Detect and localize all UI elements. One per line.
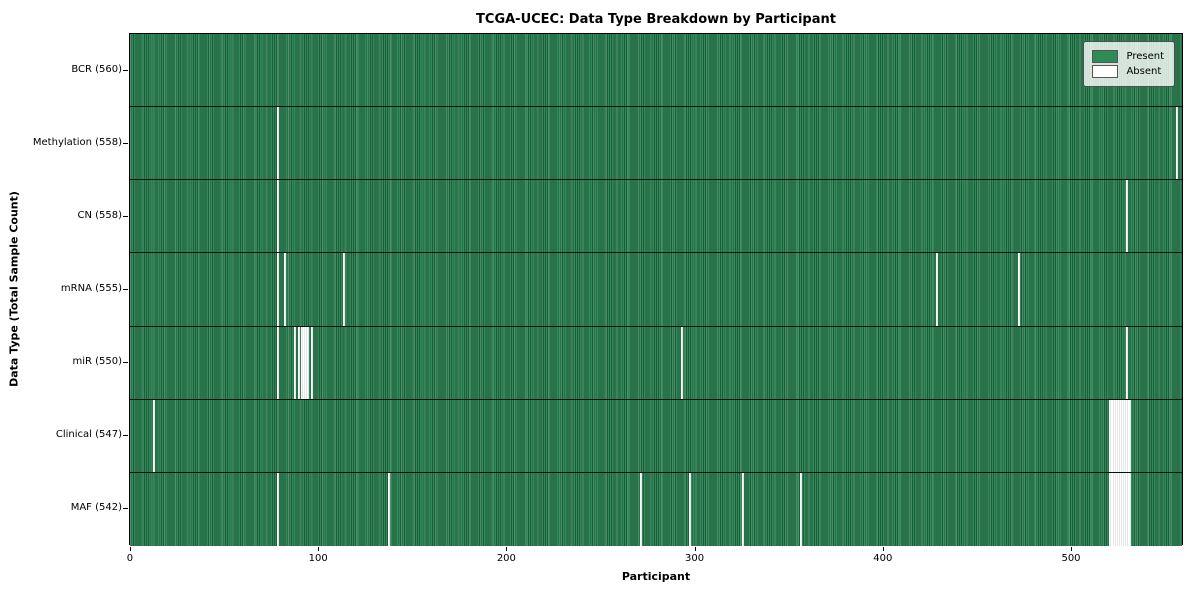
absent-stripe — [310, 326, 313, 399]
x-tick-mark — [318, 547, 320, 551]
absent-stripe — [1108, 472, 1111, 546]
absent-stripe — [276, 253, 279, 326]
absent-stripe — [741, 472, 744, 546]
absent-stripe — [1129, 472, 1132, 546]
x-tick-mark — [694, 547, 696, 551]
absent-stripe — [1120, 472, 1122, 546]
absent-stripe — [1125, 180, 1128, 253]
y-tick-mark — [123, 69, 128, 71]
absent-stripe — [1127, 472, 1130, 546]
y-tick-mark — [123, 508, 128, 510]
y-tick-label-maf: MAF (542) — [70, 502, 122, 514]
x-tick-label: 0 — [126, 553, 134, 564]
legend: Present Absent — [1083, 41, 1175, 87]
absent-stripe — [1112, 472, 1115, 546]
absent-stripe — [276, 472, 279, 546]
x-tick-label: 400 — [873, 553, 893, 564]
absent-stripe — [1125, 326, 1128, 399]
absent-stripe — [1125, 472, 1128, 546]
heatmap-row-bcr — [130, 34, 1182, 108]
absent-stripe — [284, 253, 287, 326]
x-tick-label: 100 — [308, 553, 328, 564]
absent-stripe — [1110, 399, 1113, 472]
legend-label-absent: Absent — [1126, 66, 1162, 77]
x-tick-label: 300 — [685, 553, 705, 564]
absent-stripe — [297, 326, 300, 399]
absent-stripe — [276, 326, 279, 399]
x-axis-label: Participant — [621, 570, 691, 583]
legend-label-present: Present — [1126, 51, 1164, 62]
absent-stripe — [276, 107, 279, 180]
y-tick-mark — [123, 215, 128, 217]
heatmap-row-cn — [130, 180, 1182, 254]
absent-stripe — [342, 253, 345, 326]
absent-stripe — [640, 472, 643, 546]
absent-stripe — [1114, 472, 1117, 546]
legend-item-present: Present — [1092, 50, 1164, 63]
y-tick-mark — [123, 362, 128, 364]
absent-stripe — [688, 472, 691, 546]
absent-stripe — [1116, 472, 1119, 546]
y-tick-label-clinical: Clinical (547) — [55, 429, 122, 441]
absent-stripe — [800, 472, 803, 546]
y-tick-label-cn: CN (558) — [77, 209, 122, 221]
y-tick-label-methylation: Methylation (558) — [32, 136, 122, 148]
y-tick-label-mir: miR (550) — [72, 356, 122, 368]
heatmap-row-maf — [130, 472, 1182, 546]
y-tick-mark — [123, 435, 128, 437]
absent-stripe — [1114, 399, 1117, 472]
absent-stripe — [1108, 399, 1111, 472]
absent-stripe — [293, 326, 296, 399]
absent-stripe — [1110, 472, 1113, 546]
absent-stripe — [1116, 399, 1119, 472]
absent-stripe — [152, 399, 155, 472]
absent-stripe — [305, 326, 308, 399]
absent-stripe — [1018, 253, 1021, 326]
absent-stripe — [1121, 399, 1124, 472]
x-tick-label: 200 — [496, 553, 516, 564]
legend-swatch-present — [1092, 50, 1119, 63]
y-tick-mark — [123, 289, 128, 290]
legend-swatch-absent — [1092, 65, 1119, 78]
chart-title: TCGA-UCEC: Data Type Breakdown by Partic… — [476, 12, 836, 27]
x-tick-mark — [1071, 547, 1072, 551]
absent-stripe — [1129, 399, 1132, 472]
heatmap-row-methylation — [130, 107, 1182, 181]
absent-stripe — [1123, 472, 1126, 546]
absent-stripe — [1120, 399, 1122, 472]
absent-stripe — [681, 326, 684, 399]
plot-area: Present Absent — [129, 33, 1183, 546]
x-tick-mark — [506, 547, 508, 551]
heatmap-row-mir — [130, 326, 1182, 400]
absent-stripe — [935, 253, 938, 326]
absent-stripe — [1121, 472, 1124, 546]
y-tick-mark — [123, 142, 128, 144]
absent-stripe — [303, 326, 306, 399]
absent-stripe — [387, 472, 390, 546]
x-tick-label: 500 — [1061, 553, 1081, 564]
absent-stripe — [1112, 399, 1115, 472]
legend-item-absent: Absent — [1092, 65, 1164, 78]
absent-stripe — [1118, 472, 1121, 546]
x-tick-mark — [882, 547, 884, 551]
absent-stripe — [1176, 107, 1179, 180]
absent-stripe — [301, 326, 304, 399]
absent-stripe — [1118, 399, 1121, 472]
heatmap-row-clinical — [130, 399, 1182, 473]
absent-stripe — [1127, 399, 1130, 472]
heatmap-row-mrna — [130, 253, 1182, 327]
absent-stripe — [1123, 399, 1126, 472]
absent-stripe — [1125, 399, 1128, 472]
absent-stripe — [276, 180, 279, 253]
x-tick-mark — [129, 547, 131, 551]
absent-stripe — [306, 326, 309, 399]
y-tick-label-mrna: mRNA (555) — [60, 283, 122, 294]
y-tick-label-bcr: BCR (560) — [71, 63, 122, 75]
